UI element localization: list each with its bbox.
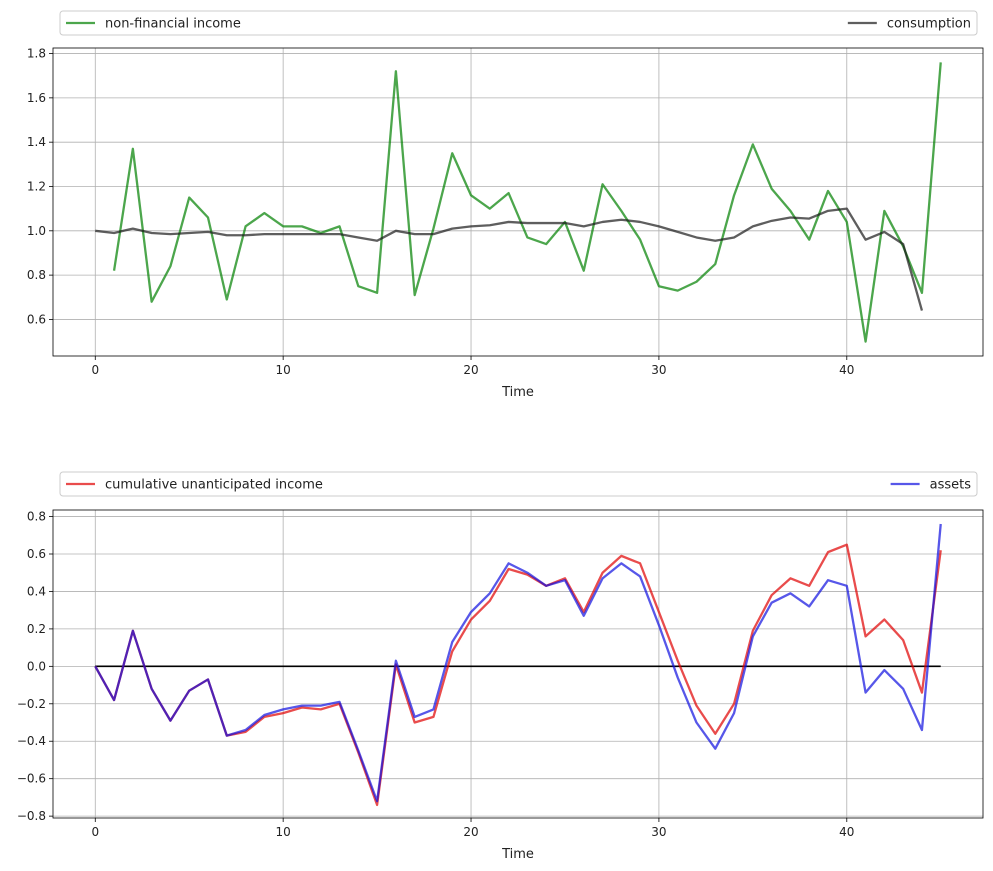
y-tick-label-4: 0.0 <box>27 659 46 673</box>
legend-frame <box>59 471 978 497</box>
x-tick-label-3: 30 <box>651 363 666 377</box>
chart-1: 0 10 20 30 40 0.6 0.8 1.0 1.2 1.4 1.6 1.8 Time non-fi… <box>27 10 984 400</box>
x-tick-label-4: 40 <box>839 825 854 839</box>
x-tick-label-0: 0 <box>91 825 99 839</box>
chart-2: 0 10 20 30 40 −0.8 −0.6 −0.4 −0.2 0.0 0.2 0.4 0.6 0.8… <box>17 471 984 862</box>
legend-label-2: assets <box>930 478 972 493</box>
legend: cumulative unanticipated income assets <box>59 471 978 497</box>
series-line-1 <box>94 543 942 807</box>
y-tick-label-2: 1.0 <box>27 224 46 238</box>
y-tick-label-6: 0.4 <box>27 584 46 598</box>
x-tick-label-0: 0 <box>91 363 99 377</box>
x-axis-title: Time <box>501 847 534 862</box>
x-tick-label-2: 20 <box>463 363 478 377</box>
plot-frame <box>52 47 984 357</box>
x-tick-label-2: 20 <box>463 825 478 839</box>
y-tick-label-5: 1.6 <box>27 91 46 105</box>
x-tick-label-3: 30 <box>651 825 666 839</box>
y-tick-label-6: 1.8 <box>27 47 46 61</box>
x-tick-label-4: 40 <box>839 363 854 377</box>
legend-label-1: non-financial income <box>105 17 241 32</box>
y-tick-label-7: 0.6 <box>27 547 46 561</box>
legend-label-1: cumulative unanticipated income <box>105 478 323 493</box>
plot-frame <box>52 509 984 819</box>
y-tick-label-8: 0.8 <box>27 510 46 524</box>
series-line-1 <box>112 62 942 343</box>
legend-frame <box>59 10 978 36</box>
y-tick-label-0: 0.6 <box>27 312 46 326</box>
y-tick-label-3: −0.2 <box>17 697 46 711</box>
y-tick-label-0: −0.8 <box>17 809 46 823</box>
y-tick-label-1: −0.6 <box>17 772 46 786</box>
y-tick-label-5: 0.2 <box>27 622 46 636</box>
legend-label-2: consumption <box>887 17 971 32</box>
y-tick-label-3: 1.2 <box>27 179 46 193</box>
series-line-2 <box>95 207 924 311</box>
x-tick-label-1: 10 <box>276 363 291 377</box>
legend: non-financial income consumption <box>59 10 978 36</box>
y-tick-label-4: 1.4 <box>27 135 46 149</box>
y-tick-label-2: −0.4 <box>17 734 46 748</box>
y-tick-label-1: 0.8 <box>27 268 46 282</box>
x-axis-title: Time <box>501 385 534 400</box>
series-line-2 <box>94 523 942 803</box>
x-tick-label-1: 10 <box>276 825 291 839</box>
